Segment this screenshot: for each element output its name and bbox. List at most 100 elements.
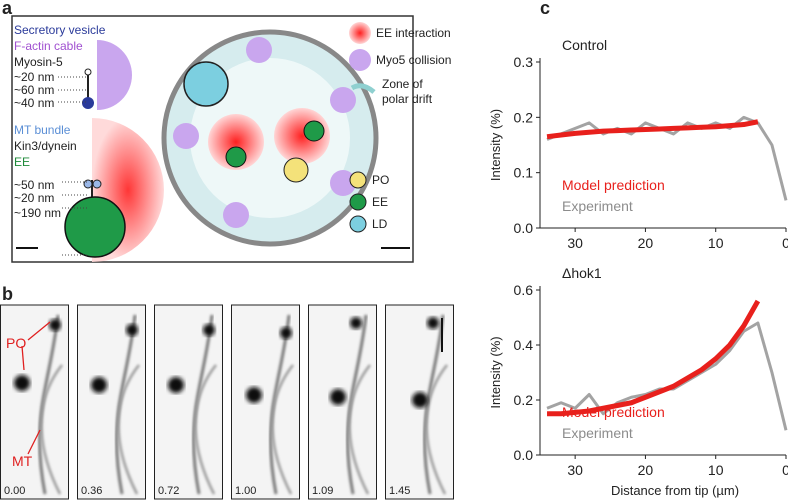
y-axis-label: Intensity (%): [488, 109, 503, 181]
time-label: 1.45: [389, 485, 410, 497]
y-tick-label: 0.0: [514, 447, 534, 463]
dim-label: ~40 nm: [14, 96, 54, 110]
organelle: [49, 319, 61, 331]
label: MT bundle: [14, 123, 71, 137]
microtubule: [194, 364, 217, 495]
time-label: 0.72: [158, 485, 179, 497]
panel-label: b: [2, 284, 13, 304]
peroxisome: [283, 157, 309, 183]
legend-label: Myo5 collision: [376, 53, 451, 67]
organelle: [126, 324, 138, 336]
endosome: [64, 196, 126, 258]
panel-frame: [11, 15, 414, 263]
micrograph: 1.09: [308, 304, 377, 500]
collisions: [173, 37, 356, 228]
micrograph: 0.00: [0, 304, 69, 500]
legend-label: EE: [372, 195, 388, 209]
actin-zone: [97, 40, 132, 110]
x-tick-label: 20: [638, 235, 654, 251]
microtubule: [40, 364, 63, 495]
organelle: [280, 327, 292, 339]
series-line: [546, 119, 759, 140]
x-tick-label: 10: [708, 235, 724, 251]
y-tick-label: 0.4: [514, 337, 534, 353]
label: EE: [14, 155, 30, 169]
y-tick-label: 0.6: [514, 282, 534, 298]
y-axis-label: Intensity (%): [488, 336, 503, 408]
y-tick-label: 0.1: [514, 165, 534, 181]
time-label: 1.00: [235, 485, 256, 497]
time-label: 1.09: [312, 485, 333, 497]
x-tick-label: 0: [782, 235, 788, 251]
endosome: [225, 146, 247, 168]
label: F-actin cable: [14, 39, 83, 53]
vesicle: [82, 97, 94, 109]
label: Myosin-5: [14, 55, 63, 69]
dim-label: ~20 nm: [14, 191, 54, 205]
y-tick-label: 0.2: [514, 392, 534, 408]
y-tick-label: 0.0: [514, 220, 534, 236]
label: Kin3/dynein: [14, 139, 77, 153]
frame: [154, 304, 223, 500]
motor: [92, 179, 102, 189]
legend-label: PO: [372, 173, 389, 187]
legend-label: Experiment: [562, 425, 633, 441]
micrograph: 0.72: [154, 304, 223, 500]
annotation: MT: [12, 453, 33, 469]
legend-label: Model prediction: [562, 177, 665, 193]
chart-title: Control: [562, 37, 607, 53]
time-label: 0.00: [4, 485, 25, 497]
x-axis-label: Distance from tip (µm): [611, 483, 739, 498]
dim-label: ~60 nm: [14, 83, 54, 97]
legend-icon: [349, 49, 371, 71]
x-tick-label: 10: [708, 462, 724, 478]
frame: [0, 304, 69, 500]
y-tick-label: 0.3: [514, 54, 534, 70]
annotation: PO: [6, 335, 26, 351]
pointer: [21, 321, 51, 455]
dim-label: ~50 nm: [14, 178, 54, 192]
legend-label: Model prediction: [562, 404, 665, 420]
organelle: [412, 392, 428, 408]
organelle: [246, 387, 262, 403]
microtubule: [271, 364, 294, 495]
organelle: [330, 389, 346, 405]
frame: [308, 304, 377, 500]
micrograph: 0.36: [77, 304, 146, 500]
dim-label: ~20 nm: [14, 70, 54, 84]
y-tick-label: 0.2: [514, 109, 534, 125]
frame: [77, 304, 146, 500]
panel-label: c: [540, 0, 550, 18]
legend-icon: [350, 83, 376, 94]
endosome: [303, 120, 325, 142]
organelle: [203, 324, 215, 336]
dim-line: [58, 76, 88, 103]
legend-icon: [349, 215, 367, 233]
panel-a: Secretory vesicle F-actin cable Myosin-5…: [11, 15, 451, 263]
organelle: [168, 377, 184, 393]
x-tick-label: 30: [567, 462, 583, 478]
lipid-droplet: [183, 61, 229, 107]
legend-label: LD: [372, 217, 388, 231]
inner-zone: [190, 58, 350, 218]
label: Secretory vesicle: [14, 23, 106, 37]
time-label: 0.36: [81, 485, 102, 497]
x-tick-label: 30: [567, 235, 583, 251]
panel-b: 0.00 0.36 0.72 1.00 1.09 1.45: [0, 304, 454, 500]
microtubule: [348, 364, 371, 495]
legend-label: Zone of: [382, 77, 423, 91]
organelle: [91, 377, 107, 393]
chart-title: Δhok1: [562, 265, 602, 281]
legend-label: polar drift: [382, 92, 433, 106]
legend-label: EE interaction: [376, 26, 451, 40]
x-tick-label: 20: [638, 462, 654, 478]
legend-icon: [349, 22, 371, 44]
micrograph: 1.00: [231, 304, 300, 500]
organelle: [350, 317, 362, 329]
legend-icon: [349, 193, 367, 211]
panel-label: a: [2, 0, 13, 18]
motor: [84, 68, 92, 76]
series-line: [547, 299, 761, 417]
motor: [83, 179, 93, 189]
